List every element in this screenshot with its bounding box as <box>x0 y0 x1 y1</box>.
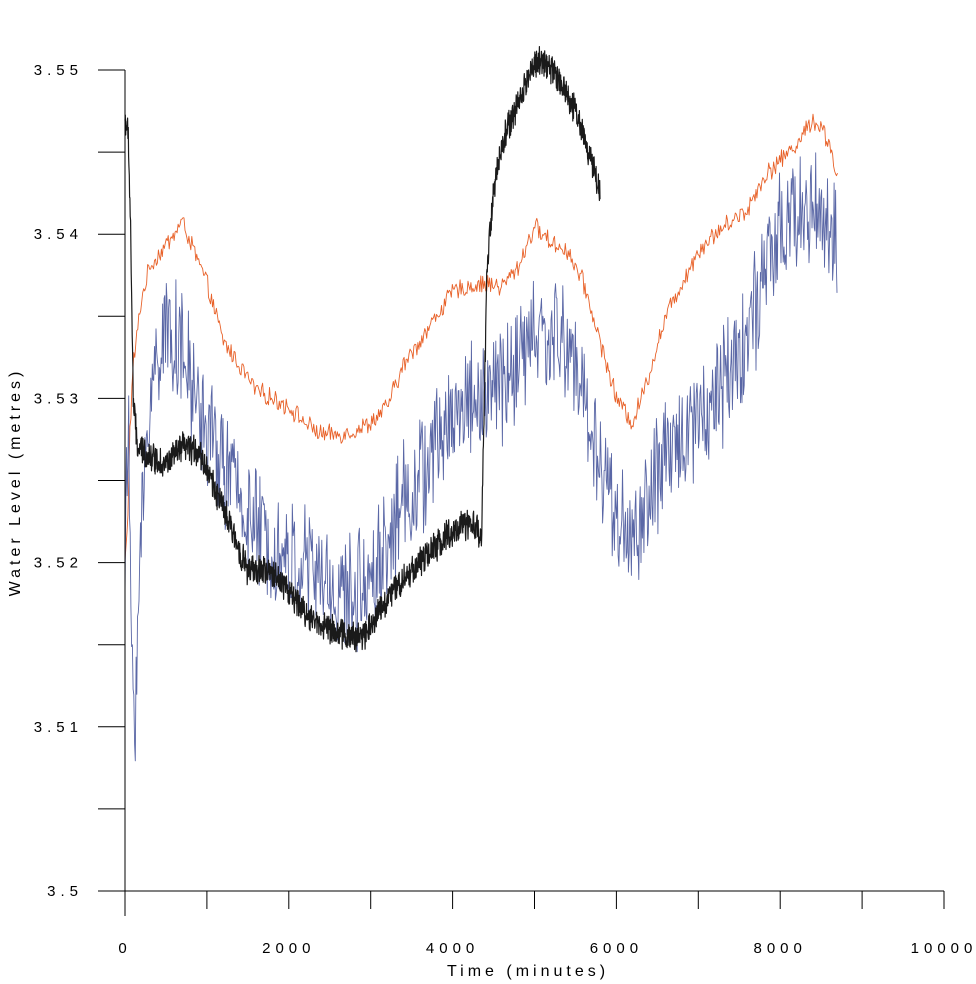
y-tick-label: 3.52 <box>34 555 83 572</box>
x-tick-label: 6000 <box>590 940 643 957</box>
y-tick-label: 3.53 <box>34 390 83 407</box>
y-tick-label: 3.55 <box>34 62 83 79</box>
plot-series <box>124 46 838 762</box>
x-tick-label: 0 <box>118 940 131 957</box>
y-tick-label: 3.51 <box>34 719 83 736</box>
tick-labels: 0 2000 4000 6000 8000 10000 3.5 3.51 3.52 3.53 3.5… <box>34 62 976 957</box>
x-tick-label: 2000 <box>262 940 315 957</box>
y-tick-label: 3.54 <box>34 226 83 243</box>
x-axis-title: Time (minutes) <box>447 963 609 980</box>
series-line <box>124 152 838 762</box>
y-tick-label: 3.5 <box>47 883 83 900</box>
series-line <box>124 113 838 561</box>
y-axis-title: Water Level (metres) <box>7 368 24 597</box>
x-tick-label: 4000 <box>426 940 479 957</box>
x-tick-label: 10000 <box>911 940 976 957</box>
series-line <box>124 46 601 653</box>
axes <box>98 69 945 916</box>
x-tick-label: 8000 <box>754 940 807 957</box>
